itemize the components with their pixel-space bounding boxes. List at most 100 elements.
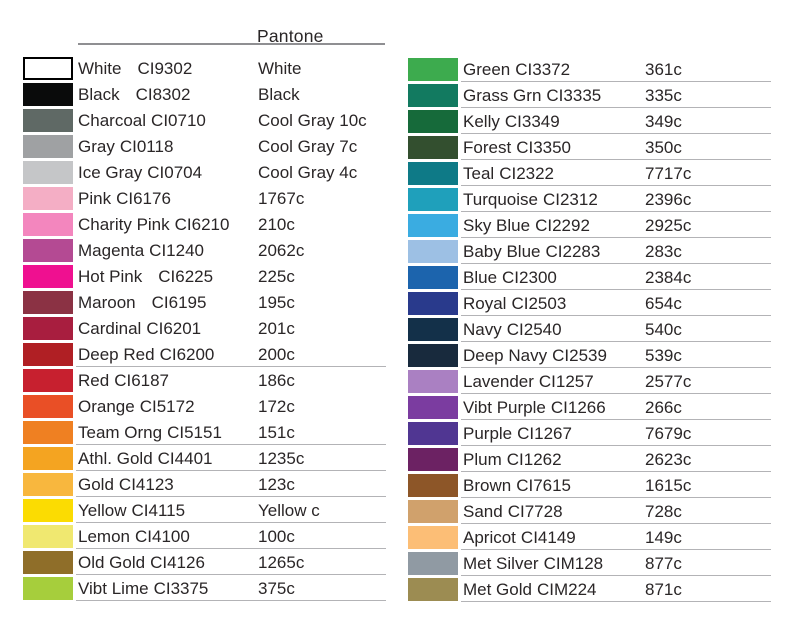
color-label: Plum CI1262 (463, 450, 562, 470)
color-label: Maroon CI6195 (78, 293, 206, 313)
color-swatch (408, 58, 458, 81)
color-name: Forest (463, 138, 512, 157)
row-rule (461, 393, 771, 394)
pantone-value: 350c (645, 138, 682, 157)
right-color-column: Green CI3372 361c Grass Grn CI3335 335c Ke… (408, 57, 773, 603)
color-row: Met Silver CIM128 877c (408, 551, 773, 577)
color-code: CI5172 (139, 397, 195, 416)
color-name: Lavender (463, 372, 534, 391)
color-swatch (408, 266, 458, 289)
color-swatch (408, 188, 458, 211)
color-label: Green CI3372 (463, 60, 570, 80)
color-label: Met Gold CIM224 (463, 580, 597, 600)
pantone-value: 877c (645, 554, 682, 573)
color-row: Teal CI2322 7717c (408, 161, 773, 187)
color-row: Blue CI2300 2384c (408, 265, 773, 291)
color-code: CI3349 (504, 112, 560, 131)
row-rule (76, 522, 386, 523)
color-code: CI4123 (118, 475, 174, 494)
color-row: Old Gold CI4126 1265c (23, 550, 388, 576)
color-code: CI9302 (137, 59, 193, 78)
pantone-value: 7679c (645, 424, 692, 443)
color-label: Sky Blue CI2292 (463, 216, 590, 236)
color-label: Cardinal CI6201 (78, 319, 201, 339)
color-label: Charity Pink CI6210 (78, 215, 229, 235)
color-row: Maroon CI6195 195c (23, 290, 388, 316)
color-swatch (408, 110, 458, 133)
color-row: Deep Red CI6200 200c (23, 342, 388, 368)
pantone-value: 2623c (645, 450, 692, 469)
color-label: Brown CI7615 (463, 476, 571, 496)
color-name: Royal (463, 294, 507, 313)
color-name: Teal (463, 164, 495, 183)
pantone-value: 225c (258, 267, 295, 286)
color-code: CI2300 (502, 268, 557, 287)
color-swatch (408, 214, 458, 237)
color-label: Turquoise CI2312 (463, 190, 598, 210)
color-name: Brown (463, 476, 512, 495)
color-name: Hot Pink (78, 267, 143, 286)
color-name: Old Gold (78, 553, 146, 572)
color-label: Gray CI0118 (78, 137, 173, 157)
row-rule (76, 470, 386, 471)
color-name: White (78, 59, 122, 78)
row-rule (461, 81, 771, 82)
pantone-value: 2062c (258, 241, 305, 260)
color-name: Green (463, 60, 511, 79)
color-code: CI1266 (550, 398, 606, 417)
row-rule (461, 445, 771, 446)
color-code: CI5151 (167, 423, 222, 442)
color-label: Vibt Purple CI1266 (463, 398, 606, 418)
color-swatch (23, 161, 73, 184)
pantone-value: Yellow c (258, 501, 320, 520)
row-rule (461, 237, 771, 238)
color-code: CIM224 (536, 580, 597, 599)
color-name: Maroon (78, 293, 136, 312)
row-rule (76, 496, 386, 497)
color-name: Magenta (78, 241, 145, 260)
color-label: Teal CI2322 (463, 164, 554, 184)
color-row: Plum CI1262 2623c (408, 447, 773, 473)
pantone-value: 210c (258, 215, 295, 234)
color-name: Cardinal (78, 319, 142, 338)
color-label: Forest CI3350 (463, 138, 571, 158)
color-swatch (408, 526, 458, 549)
color-name: Red (78, 371, 110, 390)
color-code: CI4100 (134, 527, 190, 546)
color-code: CI6195 (151, 293, 207, 312)
color-row: Red CI6187 186c (23, 368, 388, 394)
color-swatch (23, 447, 73, 470)
color-label: Blue CI2300 (463, 268, 557, 288)
row-rule (76, 600, 386, 601)
pantone-value: 540c (645, 320, 682, 339)
color-label: Hot Pink CI6225 (78, 267, 213, 287)
pantone-value: Cool Gray 4c (258, 163, 358, 182)
color-name: Purple (463, 424, 513, 443)
color-code: CI3350 (516, 138, 572, 157)
color-code: CI4149 (520, 528, 576, 547)
color-name: Blue (463, 268, 498, 287)
color-name: Met Silver (463, 554, 539, 573)
color-name: Vibt Lime (78, 579, 149, 598)
color-row: Team Orng CI5151 151c (23, 420, 388, 446)
color-label: Red CI6187 (78, 371, 169, 391)
pantone-value: 335c (645, 86, 682, 105)
color-code: CI2292 (535, 216, 590, 235)
color-code: CI6210 (174, 215, 230, 234)
color-code: CI6201 (146, 319, 202, 338)
pantone-value: 2396c (645, 190, 692, 209)
color-swatch (23, 187, 73, 210)
color-swatch (408, 318, 458, 341)
pantone-value: 2384c (645, 268, 692, 287)
pantone-value: Black (258, 85, 300, 104)
color-name: Sky Blue (463, 216, 531, 235)
color-code: CI2312 (542, 190, 598, 209)
pantone-value: 2577c (645, 372, 692, 391)
color-label: Navy CI2540 (463, 320, 562, 340)
color-row: Hot Pink CI6225 225c (23, 264, 388, 290)
color-row: Lavender CI1257 2577c (408, 369, 773, 395)
color-code: CI2540 (506, 320, 562, 339)
row-rule (461, 289, 771, 290)
color-code: CI4401 (157, 449, 213, 468)
row-rule (461, 601, 771, 602)
